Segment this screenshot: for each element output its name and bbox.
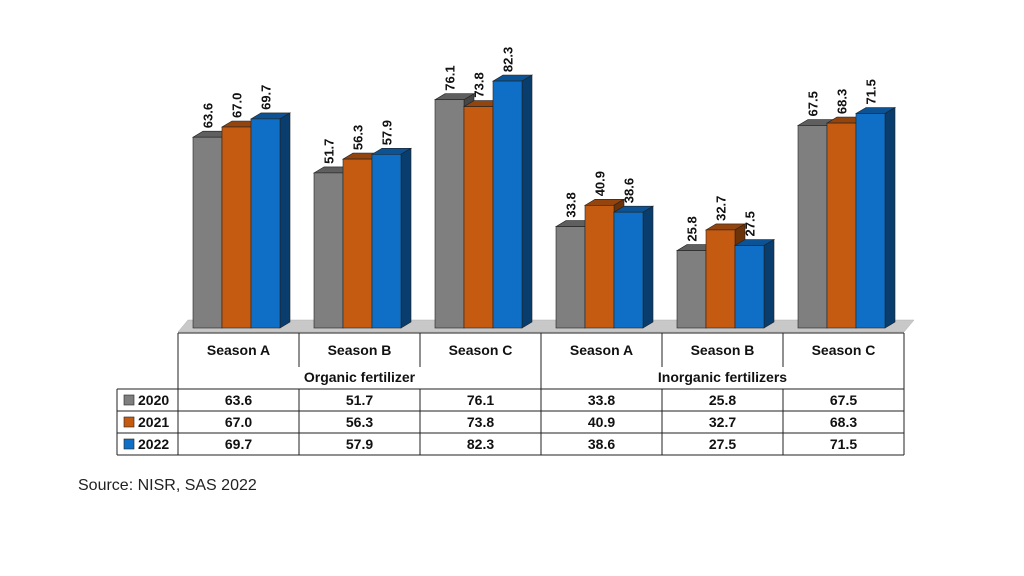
table-cell: 82.3 (467, 436, 494, 452)
value-label: 57.9 (380, 120, 395, 145)
bar-2020-2 (434, 99, 465, 329)
table-cell: 32.7 (709, 414, 736, 430)
legend-swatch-2021 (123, 416, 135, 428)
value-label: 67.5 (806, 91, 821, 116)
value-label: 27.5 (743, 211, 758, 236)
table-cell: 63.6 (225, 392, 252, 408)
group-label: Organic fertilizer (304, 369, 416, 385)
table-cell: 76.1 (467, 392, 494, 408)
table-cell: 27.5 (709, 436, 736, 452)
category-label: Season A (570, 342, 633, 358)
bar-2021-2 (463, 106, 494, 329)
table-cell: 25.8 (709, 392, 736, 408)
table-cell: 67.5 (830, 392, 857, 408)
bar-2021-4 (705, 229, 736, 329)
value-label: 32.7 (714, 196, 729, 221)
legend-label: 2022 (138, 436, 169, 452)
category-label: Season A (207, 342, 270, 358)
value-labels: 63.6 67.0 69.7 51.7 56.3 57.9 76.1 73.8 82.3 33.8… (201, 47, 879, 242)
source-note: Source: NISR, SAS 2022 (78, 477, 257, 494)
bar-2022-5-side (884, 106, 896, 329)
bar-2022-0-side (279, 112, 291, 329)
bar-2020-0 (192, 136, 223, 329)
table-cell: 71.5 (830, 436, 857, 452)
bar-2022-2 (492, 80, 523, 329)
bar-2020-4 (676, 250, 707, 329)
data-table: Season A Season B Season C Season A Season B… (116, 332, 905, 456)
value-label: 67.0 (230, 93, 245, 118)
group-label: Inorganic fertilizers (658, 369, 787, 385)
bar-2022-2-side (521, 74, 533, 329)
bar-2022-3-side (642, 205, 654, 329)
table-cell: 38.6 (588, 436, 615, 452)
table-cell: 56.3 (346, 414, 373, 430)
legend-label: 2020 (138, 392, 169, 408)
table-cell: 40.9 (588, 414, 615, 430)
value-label: 68.3 (835, 89, 850, 114)
value-label: 71.5 (864, 79, 879, 104)
category-label: Season B (328, 342, 392, 358)
value-label: 82.3 (501, 47, 516, 72)
bar-2022-5 (855, 113, 886, 329)
bar-2022-1-side (400, 147, 412, 329)
value-label: 56.3 (351, 125, 366, 150)
bar-2022-4 (734, 245, 765, 329)
bar-2020-5 (797, 125, 828, 329)
legend-swatch-2022 (123, 438, 135, 450)
bar-2020-1 (313, 172, 344, 329)
value-label: 40.9 (593, 171, 608, 196)
bar-2021-3 (584, 205, 615, 329)
table-cell: 73.8 (467, 414, 494, 430)
bars (191, 74, 897, 329)
value-label: 63.6 (201, 103, 216, 128)
table-cell: 68.3 (830, 414, 857, 430)
table-cell: 51.7 (346, 392, 373, 408)
table-cell: 69.7 (225, 436, 252, 452)
table-cell: 33.8 (588, 392, 615, 408)
bar-2021-5 (826, 122, 857, 329)
value-label: 38.6 (622, 178, 637, 203)
value-label: 33.8 (564, 192, 579, 217)
value-label: 25.8 (685, 216, 700, 241)
legend-swatch-2020 (123, 394, 135, 406)
value-label: 69.7 (259, 85, 274, 110)
category-label: Season B (691, 342, 755, 358)
table-cell: 67.0 (225, 414, 252, 430)
bar-2022-1 (371, 154, 402, 329)
category-label: Season C (812, 342, 876, 358)
bar-2021-0 (221, 126, 252, 329)
bar-2022-0 (250, 118, 281, 329)
value-label: 51.7 (322, 139, 337, 164)
bar-2021-1 (342, 158, 373, 329)
category-label: Season C (449, 342, 513, 358)
value-label: 73.8 (472, 72, 487, 97)
value-label: 76.1 (443, 65, 458, 90)
bar-2022-3 (613, 211, 644, 329)
legend-label: 2021 (138, 414, 169, 430)
bar-2022-4-side (763, 238, 775, 329)
table-cell: 57.9 (346, 436, 373, 452)
bar-2020-3 (555, 226, 586, 329)
